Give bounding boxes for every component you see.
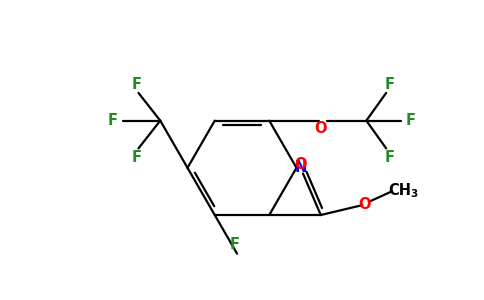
Text: O: O [295,157,307,172]
Text: O: O [358,196,371,211]
Text: F: F [132,77,141,92]
Text: N: N [294,160,307,175]
Text: F: F [406,113,416,128]
Text: CH: CH [389,183,411,198]
Text: O: O [315,121,327,136]
Text: F: F [132,150,141,165]
Text: F: F [385,77,395,92]
Text: F: F [108,113,118,128]
Text: 3: 3 [410,189,418,199]
Text: F: F [385,150,395,165]
Text: F: F [230,237,240,252]
